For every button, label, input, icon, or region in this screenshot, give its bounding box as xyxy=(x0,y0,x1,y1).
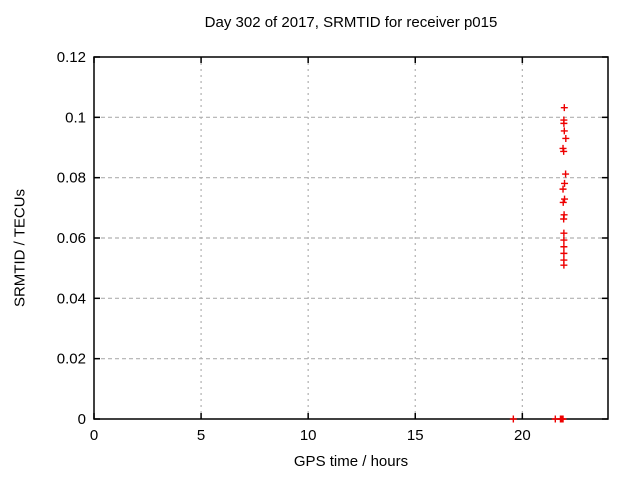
data-point-marker xyxy=(559,415,567,423)
data-point-marker xyxy=(560,147,568,155)
y-tick-label: 0.08 xyxy=(57,170,86,187)
data-point-marker xyxy=(560,261,568,269)
data-point-marker xyxy=(560,236,568,244)
y-tick-label: 0.04 xyxy=(57,290,86,307)
x-axis-label: GPS time / hours xyxy=(293,453,409,470)
y-tick-label: 0.1 xyxy=(65,109,86,126)
y-tick-label: 0.06 xyxy=(57,230,86,247)
y-tick-label: 0.12 xyxy=(57,49,86,66)
data-point-marker xyxy=(561,179,569,187)
data-point-marker xyxy=(559,185,567,193)
data-point-marker xyxy=(560,119,568,127)
x-tick-label: 15 xyxy=(407,427,424,444)
data-point-marker xyxy=(560,215,568,223)
data-point-marker xyxy=(561,195,569,203)
y-tick-label: 0.02 xyxy=(57,351,86,368)
data-point-marker xyxy=(560,104,568,112)
x-tick-label: 5 xyxy=(197,427,205,444)
data-point-marker xyxy=(560,243,568,251)
data-point-marker xyxy=(560,127,568,135)
y-tick-label: 0 xyxy=(78,411,86,428)
data-point-marker xyxy=(562,170,570,178)
data-point-marker xyxy=(560,229,568,237)
x-tick-label: 0 xyxy=(90,427,98,444)
data-point-marker xyxy=(560,249,568,257)
data-point-marker xyxy=(559,198,567,206)
x-tick-label: 10 xyxy=(300,427,317,444)
y-axis-label: SRMTID / TECUs xyxy=(11,188,29,308)
data-point-marker xyxy=(562,134,570,142)
chart-title: Day 302 of 2017, SRMTID for receiver p01… xyxy=(204,14,498,31)
x-tick-label: 20 xyxy=(514,427,531,444)
data-point-marker xyxy=(509,415,517,423)
